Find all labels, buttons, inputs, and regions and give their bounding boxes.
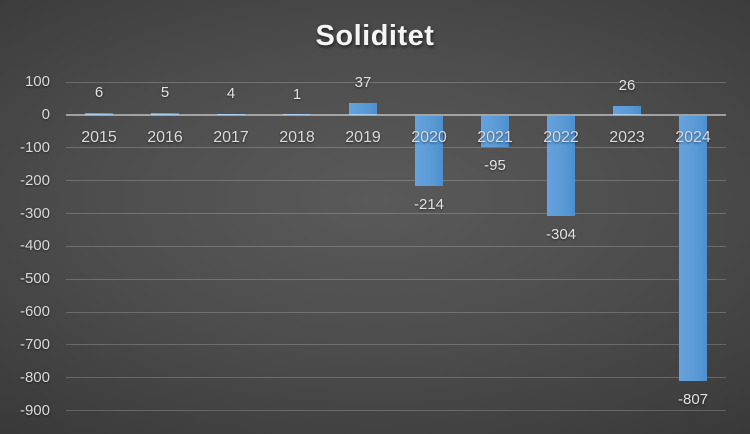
- data-label-2024: -807: [677, 391, 709, 409]
- bar-2018[interactable]: [283, 114, 311, 115]
- x-category-label-2024: 2024: [675, 129, 711, 146]
- gridline-y--900: [66, 410, 726, 412]
- bar-2021[interactable]: [481, 116, 509, 148]
- data-label-2021: -95: [484, 157, 506, 175]
- y-tick-label--300: -300: [19, 204, 50, 222]
- bar-2019[interactable]: [349, 102, 377, 115]
- y-tick-label--100: -100: [19, 138, 50, 156]
- y-tick-label--800: -800: [19, 368, 50, 386]
- gridline-y--300: [66, 213, 726, 215]
- x-category-label-2020: 2020: [411, 129, 447, 146]
- gridline-y--100: [66, 147, 726, 149]
- x-category-label-2018: 2018: [279, 129, 315, 146]
- x-category-label-2016: 2016: [147, 129, 183, 146]
- data-label-2022: -304: [545, 225, 577, 243]
- x-category-label-2023: 2023: [609, 129, 645, 146]
- gridline-y--600: [66, 311, 726, 313]
- chart-title: Soliditet: [315, 20, 435, 52]
- gridline-y--400: [66, 245, 726, 247]
- y-tick-label--900: -900: [19, 401, 50, 419]
- x-category-label-2017: 2017: [213, 129, 249, 146]
- x-category-label-2015: 2015: [81, 129, 117, 146]
- bar-2022[interactable]: [547, 116, 575, 216]
- data-label-2019: 37: [354, 73, 372, 91]
- y-tick-label--200: -200: [19, 171, 50, 189]
- bar-2016[interactable]: [151, 113, 179, 115]
- gridline-y--700: [66, 344, 726, 346]
- bar-2015[interactable]: [85, 113, 113, 115]
- data-label-2015: 6: [94, 84, 104, 102]
- bar-2024[interactable]: [679, 116, 707, 382]
- gridline-y--500: [66, 278, 726, 280]
- gridline-y-100: [66, 81, 726, 83]
- data-label-2020: -214: [413, 196, 445, 214]
- x-category-label-2022: 2022: [543, 129, 579, 146]
- data-label-2017: 4: [226, 84, 236, 102]
- y-tick-label--700: -700: [19, 335, 50, 353]
- y-tick-label-0: 0: [41, 106, 50, 123]
- y-tick-label--500: -500: [19, 270, 50, 288]
- data-label-2023: 26: [618, 77, 636, 95]
- x-category-label-2021: 2021: [477, 129, 513, 146]
- gridline-y--200: [66, 180, 726, 182]
- y-tick-label-100: 100: [24, 73, 50, 91]
- x-axis-line: [66, 114, 726, 116]
- bar-2017[interactable]: [217, 113, 245, 115]
- bar-2023[interactable]: [613, 106, 641, 115]
- data-label-2018: 1: [292, 85, 302, 103]
- y-tick-label--600: -600: [19, 303, 50, 321]
- data-label-2016: 5: [160, 84, 170, 102]
- bar-2020[interactable]: [415, 116, 443, 187]
- y-tick-label--400: -400: [19, 237, 50, 255]
- gridline-y--800: [66, 377, 726, 379]
- x-category-label-2019: 2019: [345, 129, 381, 146]
